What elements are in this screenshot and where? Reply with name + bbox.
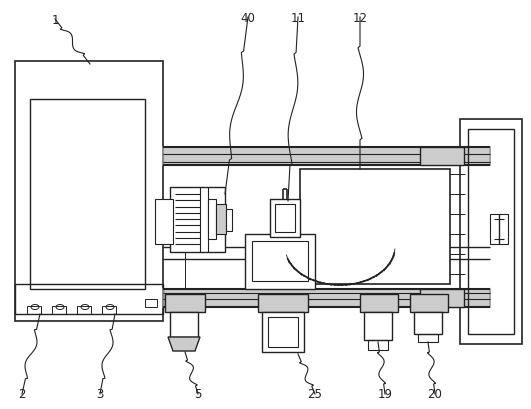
Text: 2: 2 <box>18 388 25 400</box>
Bar <box>52 306 66 314</box>
Bar <box>155 200 173 245</box>
Bar <box>245 234 315 289</box>
Bar <box>418 334 438 342</box>
Polygon shape <box>168 337 200 351</box>
Text: 12: 12 <box>353 11 367 25</box>
Bar <box>163 148 490 166</box>
Bar <box>420 148 464 166</box>
Bar <box>15 62 163 321</box>
Bar <box>368 340 388 350</box>
Bar <box>270 200 300 237</box>
Bar <box>170 312 198 337</box>
Bar <box>360 294 398 312</box>
Bar <box>364 312 392 340</box>
Bar <box>216 204 226 234</box>
Bar <box>468 130 514 334</box>
Text: 20: 20 <box>427 388 442 400</box>
Bar <box>490 214 508 245</box>
Text: 11: 11 <box>290 11 305 25</box>
Bar <box>163 148 490 166</box>
Bar <box>300 170 450 284</box>
Bar <box>208 200 216 239</box>
Bar <box>77 306 91 314</box>
Bar <box>163 289 490 307</box>
Bar <box>252 241 308 281</box>
Bar <box>165 294 205 312</box>
Text: 19: 19 <box>378 388 392 400</box>
Bar <box>258 294 308 312</box>
Text: 3: 3 <box>96 388 104 400</box>
Bar <box>15 284 163 314</box>
Bar <box>275 204 295 232</box>
Bar <box>460 120 522 344</box>
Bar <box>414 312 442 334</box>
Text: 40: 40 <box>241 11 255 25</box>
Bar <box>163 289 490 307</box>
Text: 1: 1 <box>52 13 59 27</box>
Text: 25: 25 <box>307 388 322 400</box>
Bar <box>410 294 448 312</box>
Bar <box>170 188 225 252</box>
Text: 5: 5 <box>194 388 202 400</box>
Bar <box>420 289 464 307</box>
Bar <box>30 100 145 289</box>
Bar <box>262 312 304 352</box>
Bar <box>226 209 232 231</box>
Bar <box>102 306 116 314</box>
Bar <box>268 317 298 347</box>
Bar <box>27 306 41 314</box>
Bar <box>145 299 157 307</box>
